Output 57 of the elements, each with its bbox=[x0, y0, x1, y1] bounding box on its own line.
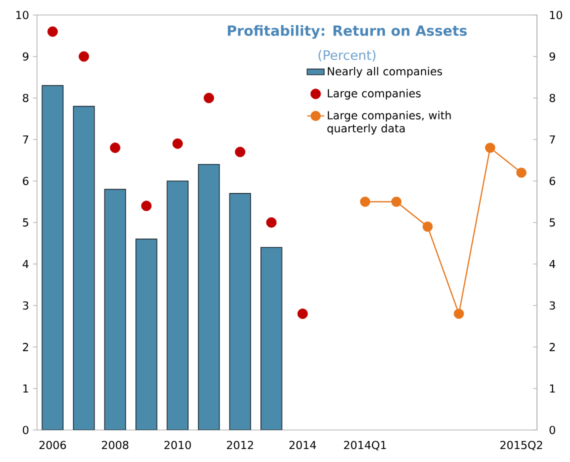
point bbox=[485, 142, 496, 153]
y-tick-label: 8 bbox=[550, 94, 556, 102]
y-tick-label: 4 bbox=[549, 260, 556, 268]
point bbox=[47, 26, 58, 37]
x-tick-label: 2006 bbox=[39, 440, 66, 450]
point bbox=[141, 200, 152, 212]
x-tick-label: 2015Q2 bbox=[500, 440, 542, 450]
y2-tick-label: 6 bbox=[22, 176, 28, 186]
y2-tick-label: 3 bbox=[22, 301, 28, 310]
bar bbox=[42, 85, 64, 430]
point bbox=[516, 168, 526, 178]
legend-label: Nearly all companies bbox=[328, 66, 442, 78]
y-tick-label: 5 bbox=[550, 218, 555, 227]
y-tick-label: 6 bbox=[550, 176, 556, 186]
y2-tick-label: 9 bbox=[22, 52, 28, 61]
point bbox=[454, 308, 464, 319]
point bbox=[422, 222, 433, 232]
y2-tick-label: 7 bbox=[23, 135, 28, 144]
bar bbox=[229, 193, 252, 430]
x-tick-label: 2012 bbox=[226, 440, 254, 450]
y2-tick-label: 1 bbox=[23, 384, 28, 392]
text: Profitability: Return on Assets bbox=[228, 25, 467, 39]
y-tick-label: 0 bbox=[550, 426, 556, 434]
bar bbox=[198, 164, 220, 430]
y-tick-label: 3 bbox=[550, 301, 555, 310]
point bbox=[110, 142, 120, 153]
text: (Percent) bbox=[318, 50, 376, 62]
y-tick-label: 2 bbox=[550, 342, 555, 352]
y2-tick-label: 0 bbox=[22, 426, 28, 434]
point bbox=[234, 146, 246, 158]
y2-tick-label: 8 bbox=[22, 94, 28, 102]
y-tick-label: 9 bbox=[550, 52, 556, 61]
x-tick-label: 2010 bbox=[164, 440, 191, 450]
legend-label: Large companies, with quarterly data bbox=[327, 110, 451, 135]
bar bbox=[166, 180, 189, 430]
y-tick-label: 10 bbox=[550, 10, 562, 20]
y2-tick-label: 10 bbox=[16, 10, 28, 20]
y2-tick-label: 2 bbox=[22, 342, 28, 352]
point bbox=[360, 196, 370, 207]
point bbox=[172, 138, 183, 149]
x-tick-label: 2008 bbox=[102, 440, 128, 450]
y2-tick-label: 4 bbox=[22, 260, 29, 268]
x-tick-label: 2014Q1 bbox=[344, 440, 386, 450]
x-tick-label: 2014 bbox=[289, 440, 316, 450]
bar bbox=[104, 188, 126, 430]
point bbox=[266, 217, 277, 228]
y-tick-label: 1 bbox=[550, 384, 555, 392]
point bbox=[78, 51, 90, 62]
point bbox=[391, 196, 402, 207]
point bbox=[297, 308, 308, 319]
y2-tick-label: 5 bbox=[22, 218, 28, 227]
bar bbox=[260, 246, 282, 430]
point bbox=[204, 92, 214, 104]
y-tick-label: 7 bbox=[550, 135, 555, 144]
bar bbox=[135, 238, 158, 430]
legend-label: Large companies bbox=[328, 88, 421, 100]
bar bbox=[72, 106, 95, 430]
